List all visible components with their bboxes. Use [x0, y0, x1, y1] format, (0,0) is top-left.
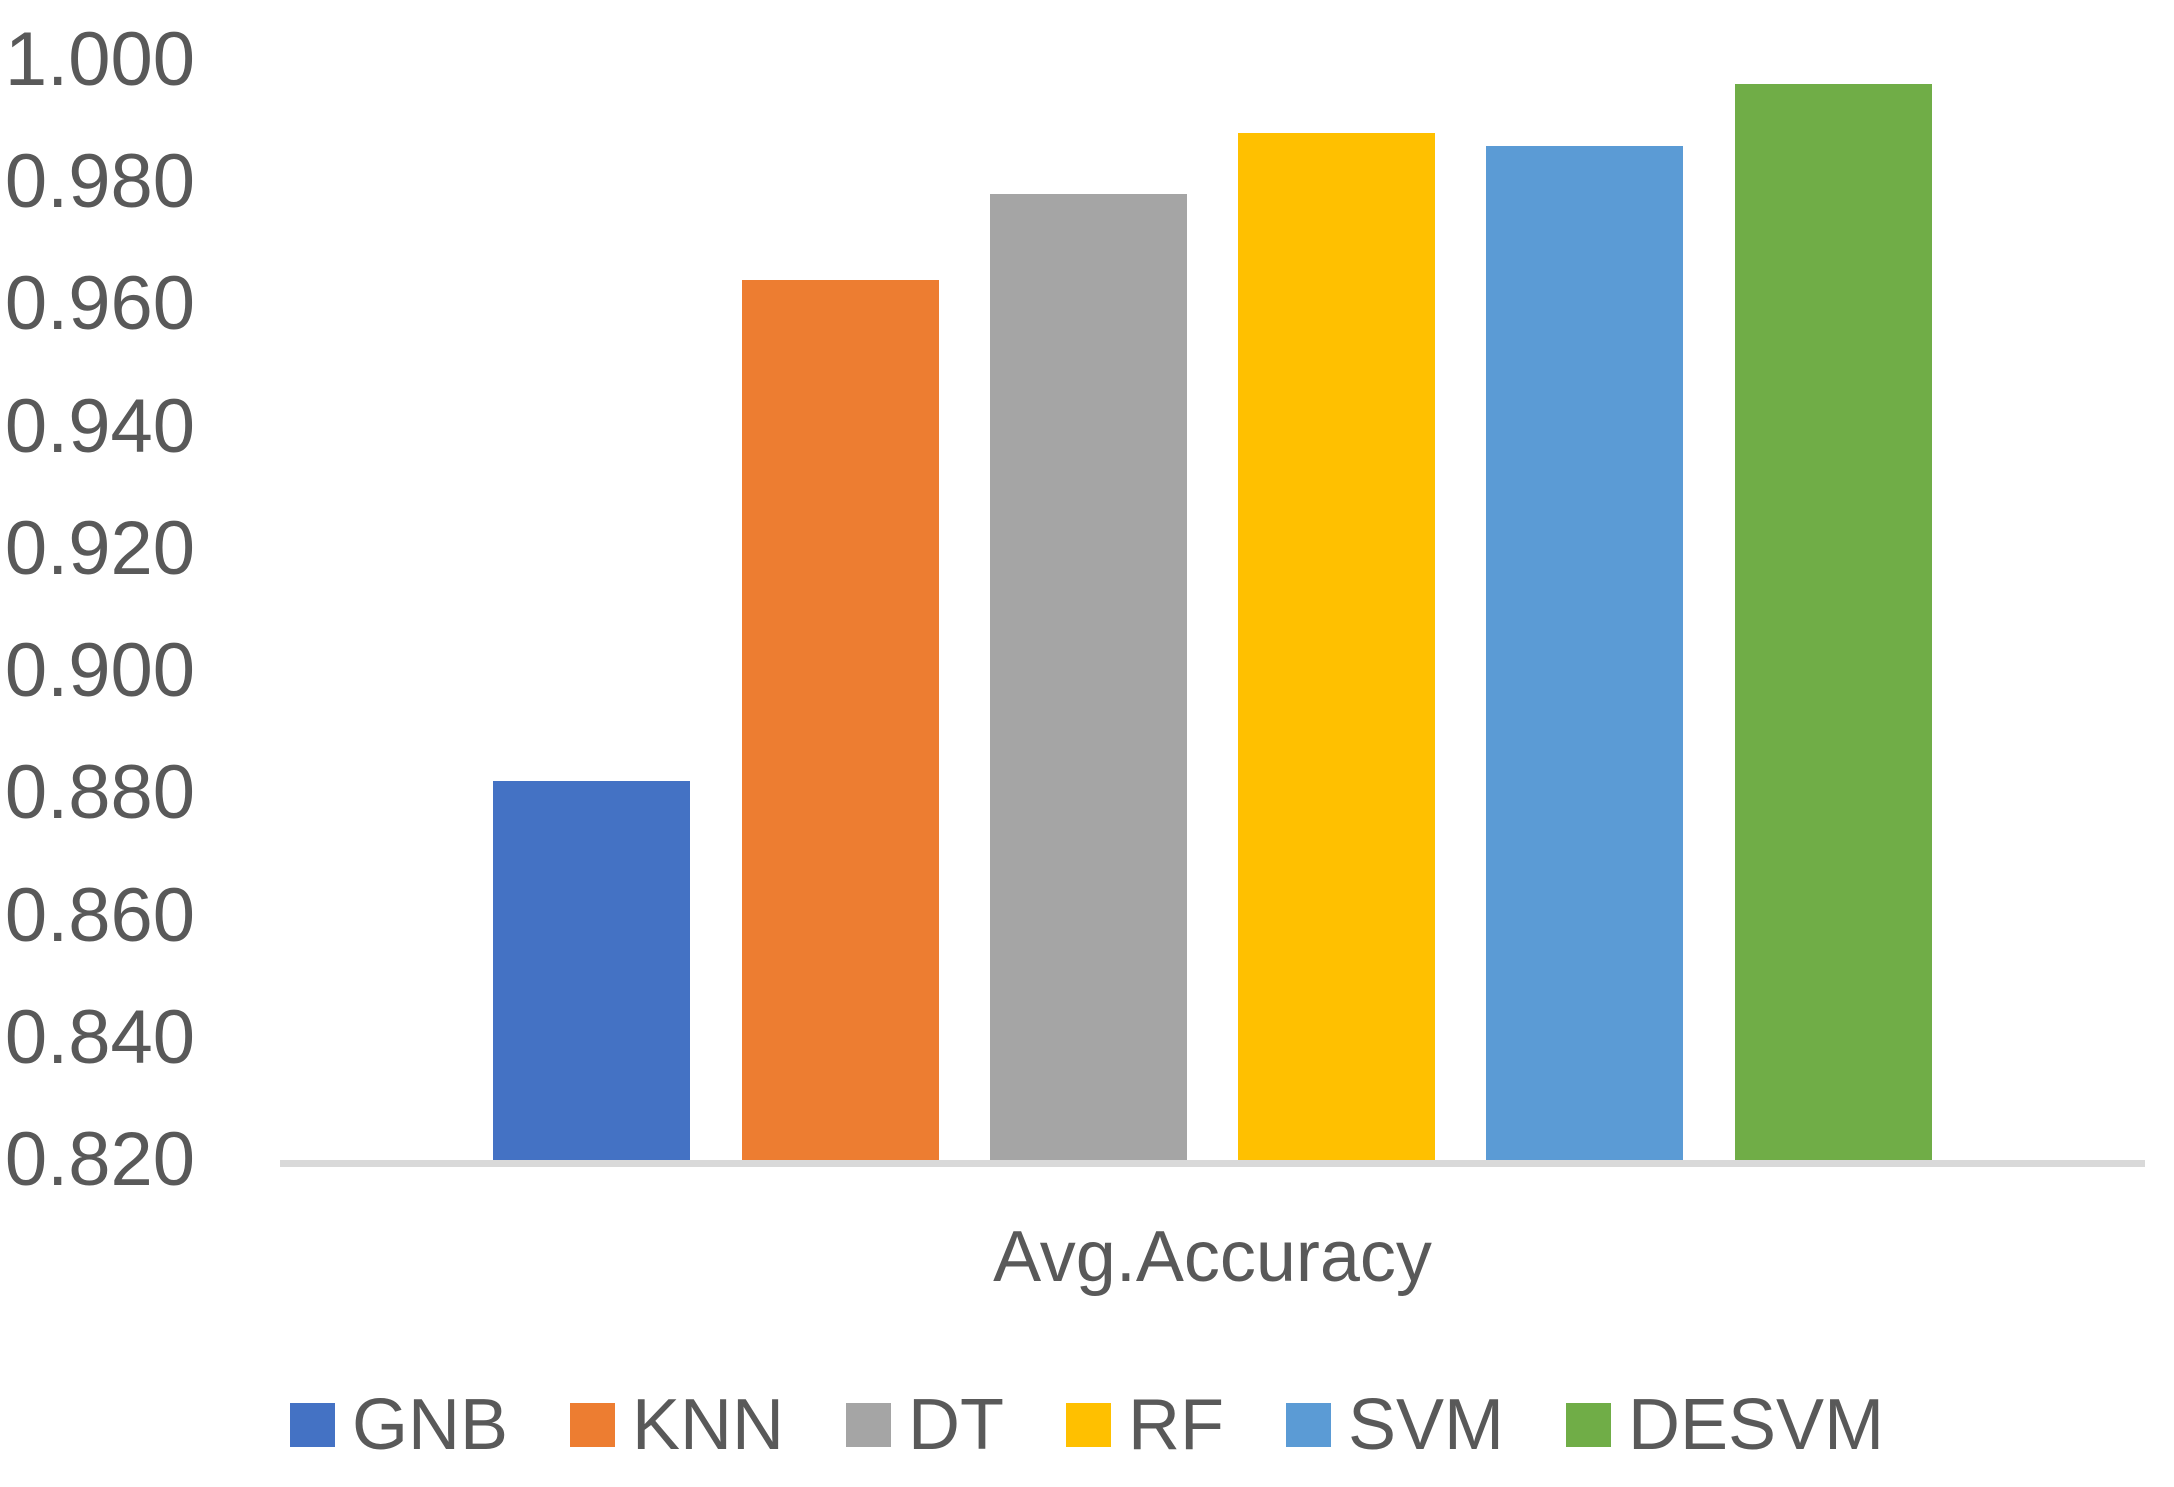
- legend-item-knn: KNN: [569, 1385, 784, 1465]
- legend-label: DT: [908, 1385, 1004, 1465]
- legend-item-gnb: GNB: [289, 1385, 508, 1465]
- legend-label: KNN: [631, 1385, 784, 1465]
- bar-svm: [1486, 145, 1684, 1160]
- bar-dt: [989, 194, 1187, 1160]
- legend-item-svm: SVM: [1285, 1385, 1504, 1465]
- bar-desvm: [1734, 84, 1932, 1160]
- y-tick-label: 0.900: [4, 628, 195, 714]
- y-tick-label: 0.980: [4, 139, 195, 225]
- legend: GNB KNN DT RF SVM DESVM: [0, 1381, 2174, 1469]
- legend-swatch-icon: [1285, 1403, 1331, 1447]
- x-axis-title: Avg.Accuracy: [993, 1217, 1432, 1297]
- y-tick-label: 0.920: [4, 505, 195, 591]
- legend-label: RF: [1127, 1385, 1224, 1465]
- bar-rf: [1238, 133, 1436, 1160]
- legend-label: SVM: [1347, 1385, 1504, 1465]
- legend-item-dt: DT: [846, 1389, 1004, 1461]
- legend-label: DESVM: [1628, 1385, 1885, 1465]
- legend-swatch-icon: [1065, 1403, 1111, 1447]
- y-tick-label: 0.860: [4, 872, 195, 958]
- y-tick-label: 1.000: [4, 17, 195, 102]
- bar-gnb: [493, 781, 691, 1160]
- legend-swatch-icon: [569, 1403, 615, 1447]
- legend-swatch-icon: [1566, 1403, 1611, 1447]
- legend-item-rf: RF: [1065, 1385, 1224, 1465]
- y-tick-label: 0.880: [4, 750, 195, 836]
- y-tick-label: 0.820: [4, 1117, 195, 1202]
- legend-swatch-icon: [289, 1403, 335, 1447]
- y-tick-label: 0.940: [4, 383, 195, 469]
- legend-swatch-icon: [846, 1403, 891, 1447]
- bar-knn: [741, 280, 939, 1160]
- x-axis-line: [280, 1160, 2145, 1167]
- y-tick-label: 0.840: [4, 994, 195, 1080]
- legend-item-desvm: DESVM: [1566, 1389, 1884, 1461]
- legend-label: GNB: [351, 1385, 508, 1465]
- y-tick-label: 0.960: [4, 261, 195, 347]
